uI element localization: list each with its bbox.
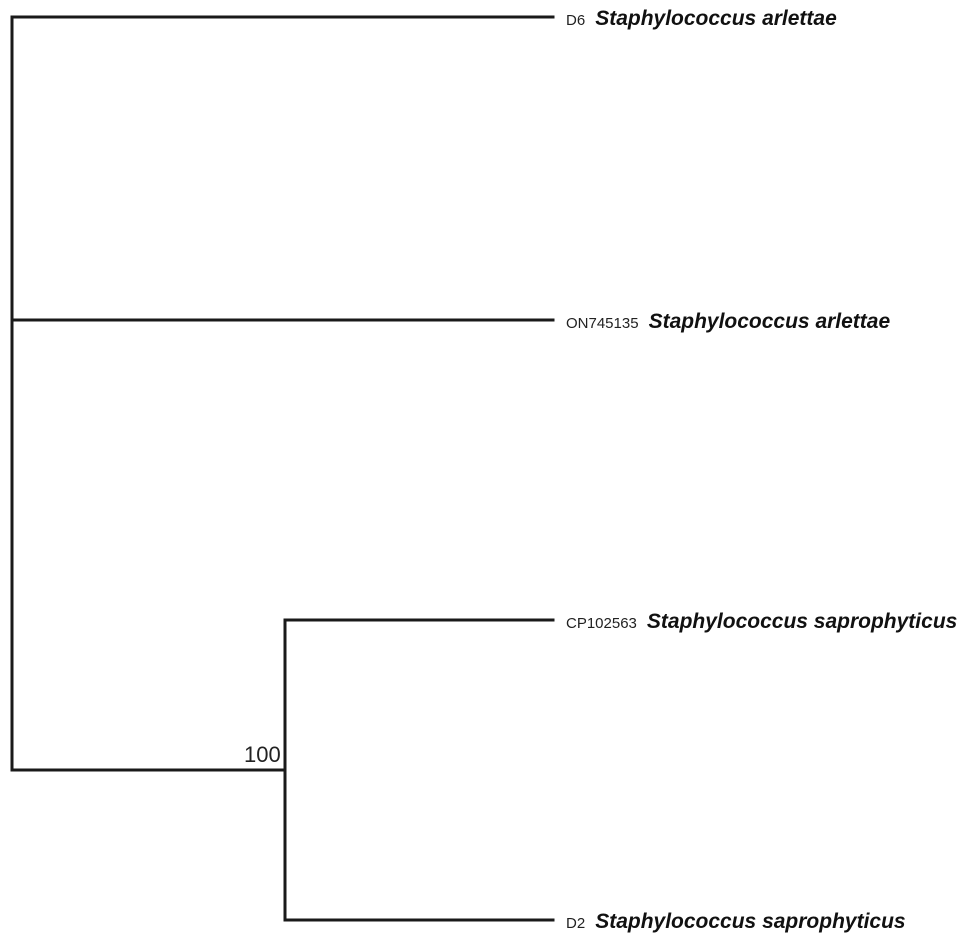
leaf-label-line: D2 Staphylococcus saprophyticus	[566, 910, 906, 933]
leaf-label-d2: D2 Staphylococcus saprophyticus	[566, 910, 906, 933]
bootstrap-support-value: 100	[244, 742, 281, 767]
species-name: Staphylococcus arlettae	[649, 310, 891, 333]
leaf-label-d6: D6 Staphylococcus arlettae	[566, 7, 837, 30]
leaf-label-line: ON745135 Staphylococcus arlettae	[566, 310, 890, 333]
accession-id: ON745135	[566, 315, 639, 332]
leaf-label-line: D6 Staphylococcus arlettae	[566, 7, 837, 30]
accession-id: D6	[566, 12, 585, 29]
species-name: Staphylococcus arlettae	[595, 7, 837, 30]
leaf-label-cp102563: CP102563 Staphylococcus saprophyticus	[566, 610, 957, 633]
species-name: Staphylococcus saprophyticus	[647, 610, 957, 633]
leaf-label-line: CP102563 Staphylococcus saprophyticus	[566, 610, 957, 633]
species-name: Staphylococcus saprophyticus	[595, 910, 905, 933]
leaf-label-on745135: ON745135 Staphylococcus arlettae	[566, 310, 890, 333]
accession-id: CP102563	[566, 615, 637, 632]
accession-id: D2	[566, 915, 585, 932]
